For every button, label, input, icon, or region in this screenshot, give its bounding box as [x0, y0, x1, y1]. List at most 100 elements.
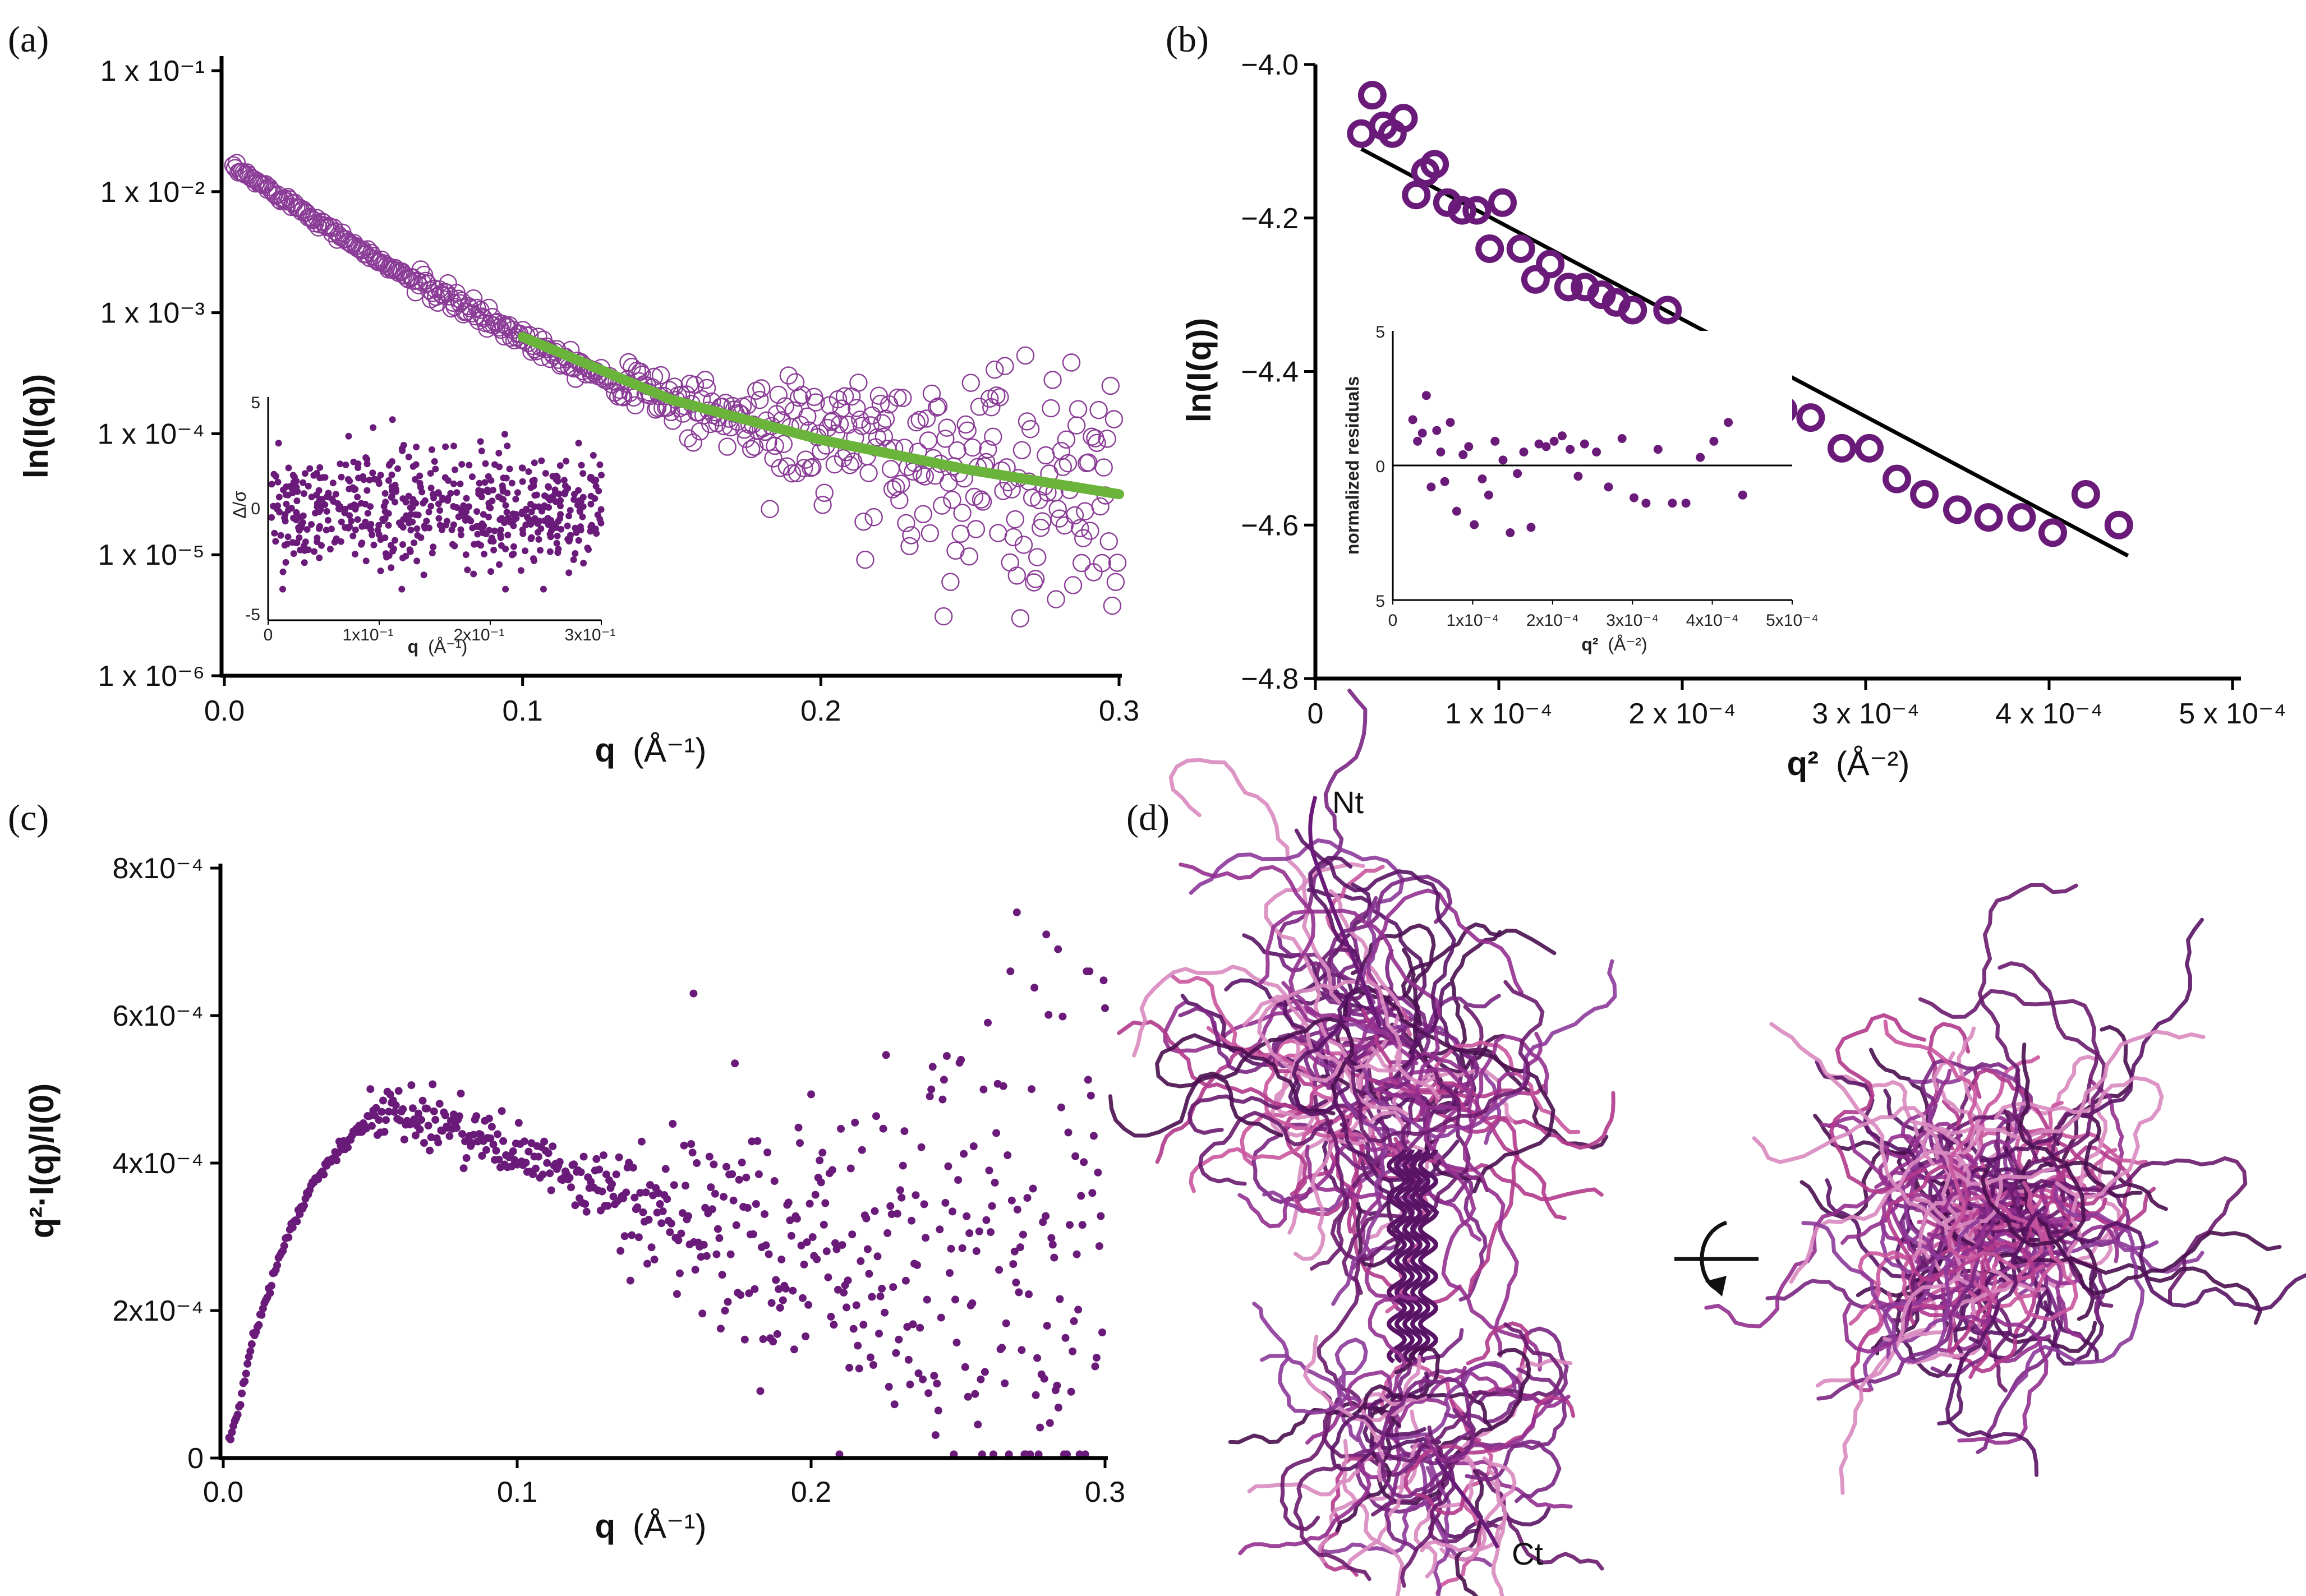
data-point — [679, 429, 697, 448]
residual-point — [398, 585, 406, 593]
data-point — [420, 1139, 428, 1147]
data-point — [951, 1295, 959, 1304]
data-point — [1012, 1279, 1020, 1286]
data-point — [979, 1085, 988, 1094]
residual-point — [272, 473, 279, 480]
data-point — [1012, 908, 1021, 916]
residual-point — [337, 503, 344, 510]
data-point — [781, 1284, 790, 1293]
data-point — [830, 1321, 838, 1329]
residual-point — [318, 542, 325, 549]
data-point — [793, 1215, 801, 1223]
protein-ensemble-side-view — [1108, 688, 1617, 1596]
data-point — [657, 1219, 666, 1228]
data-point — [978, 440, 997, 459]
lower-domain-coil — [1279, 1397, 1340, 1532]
residual-point — [351, 501, 358, 509]
panel-b-x-tick-label: 5 x 10⁻⁴ — [2179, 698, 2286, 730]
data-point — [770, 1177, 779, 1185]
extended-tail — [1189, 838, 1405, 1005]
data-point — [830, 415, 849, 433]
data-point — [1094, 1168, 1102, 1177]
residual-point — [435, 515, 443, 522]
data-point — [380, 1128, 389, 1136]
panel-c-x-tick-label: 0.2 — [791, 1476, 831, 1509]
data-point — [735, 1175, 743, 1184]
data-point — [1087, 1091, 1095, 1100]
data-point — [344, 1143, 352, 1152]
residual-point — [284, 533, 292, 541]
data-point — [789, 1286, 797, 1295]
residual-point — [579, 493, 587, 501]
data-point — [946, 1269, 954, 1277]
data-point — [923, 1295, 931, 1304]
residual-point — [346, 486, 353, 492]
panel-a-inset-points — [268, 416, 605, 593]
data-point — [1067, 1387, 1075, 1396]
data-point — [936, 1225, 944, 1234]
residual-point — [1724, 418, 1733, 427]
data-point — [1101, 376, 1120, 395]
data-point — [366, 1085, 375, 1094]
residual-point — [495, 450, 503, 456]
data-point — [940, 473, 958, 492]
panel-b-x-tick-label: 0 — [1308, 698, 1324, 730]
residual-point — [452, 466, 458, 473]
residual-point — [416, 479, 424, 487]
data-point — [963, 1212, 971, 1220]
top-view-coil — [1765, 1279, 1935, 1311]
data-point — [712, 1250, 721, 1258]
residual-point — [553, 539, 560, 547]
data-point — [908, 1216, 915, 1225]
top-view-coil — [2043, 1145, 2133, 1228]
data-point — [952, 1339, 961, 1347]
top-view-tail — [2051, 1221, 2306, 1312]
data-point — [900, 537, 919, 555]
data-point — [1085, 967, 1094, 976]
data-point — [1070, 1317, 1078, 1325]
data-point — [872, 1112, 880, 1120]
data-point — [942, 1052, 951, 1060]
data-point — [982, 1216, 991, 1224]
data-point — [714, 1225, 722, 1233]
residual-point — [312, 509, 319, 516]
data-point — [385, 1108, 393, 1116]
data-point — [807, 393, 825, 412]
data-point — [718, 1271, 726, 1279]
data-point — [227, 154, 246, 172]
data-point — [372, 1104, 380, 1112]
data-point — [972, 1247, 981, 1255]
data-point — [916, 1323, 924, 1332]
residual-point — [279, 585, 286, 593]
residual-point — [407, 527, 415, 534]
data-point — [837, 1124, 845, 1133]
data-point — [1042, 930, 1051, 939]
residual-point — [308, 493, 315, 501]
upper-domain-coil — [1366, 1004, 1484, 1123]
residual-point — [303, 526, 311, 533]
panel-b-inset-x-symbol: q² — [1581, 634, 1598, 654]
residual-point — [587, 473, 594, 481]
residual-point — [504, 532, 512, 539]
data-point — [394, 1087, 403, 1095]
data-point — [838, 1241, 846, 1249]
top-view-coil — [1947, 1286, 2037, 1373]
residual-point — [370, 541, 378, 548]
residual-point — [354, 493, 361, 501]
data-point — [1018, 412, 1037, 431]
residual-point — [502, 502, 509, 509]
data-point — [917, 1143, 926, 1151]
residual-point — [1458, 450, 1468, 459]
residual-point — [463, 495, 470, 502]
panel-c-y-tick-label: 0 — [187, 1442, 204, 1475]
data-point — [1012, 441, 1032, 459]
n-terminus-label: Nt — [1332, 785, 1364, 820]
residual-point — [1470, 520, 1479, 529]
data-point — [944, 1162, 952, 1170]
data-point — [445, 1132, 454, 1140]
data-point — [659, 1207, 667, 1215]
top-view-tail — [1994, 1076, 2164, 1200]
panel-b-y-tick-label: −4.6 — [1241, 509, 1299, 542]
data-point — [565, 1174, 574, 1182]
residual-point — [538, 457, 545, 464]
